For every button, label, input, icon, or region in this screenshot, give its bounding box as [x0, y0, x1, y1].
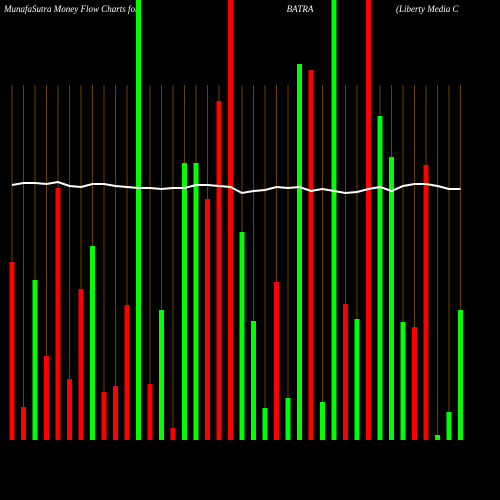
bar [446, 412, 452, 440]
bar [343, 304, 348, 440]
bar [44, 356, 49, 440]
bar [389, 157, 394, 440]
bar [21, 407, 26, 440]
bar [274, 282, 279, 440]
bar [170, 428, 176, 440]
bar [412, 327, 417, 440]
bar [366, 0, 371, 440]
mfi-line [11, 180, 461, 195]
bar [308, 70, 314, 440]
bar [262, 408, 268, 440]
bar [182, 163, 187, 440]
bar [354, 319, 360, 440]
chart-title-right: (Liberty Media C [396, 4, 459, 14]
bar [32, 280, 38, 440]
chart-title-center: BATRA [287, 4, 314, 14]
bar [205, 199, 210, 440]
bar [55, 188, 61, 440]
chart-title-left: MunafaSutra Money Flow Charts for [3, 4, 139, 14]
bar [136, 0, 141, 440]
bar [285, 398, 291, 440]
bar [124, 305, 130, 440]
bar [251, 321, 256, 440]
bar [228, 0, 233, 440]
bar [78, 289, 84, 440]
bar [239, 232, 245, 440]
bar [435, 435, 440, 440]
bar [297, 64, 302, 440]
bar [90, 246, 95, 440]
bar [67, 379, 72, 440]
bar [331, 0, 337, 440]
bar [9, 262, 15, 440]
bar [216, 101, 222, 440]
bar [377, 116, 383, 440]
bar [423, 165, 429, 440]
bar [320, 402, 325, 440]
bar [101, 392, 107, 440]
bar [400, 322, 406, 440]
bar [458, 310, 463, 440]
bar [193, 163, 199, 440]
bar [159, 310, 164, 440]
bar [113, 386, 118, 440]
bar [147, 384, 153, 440]
